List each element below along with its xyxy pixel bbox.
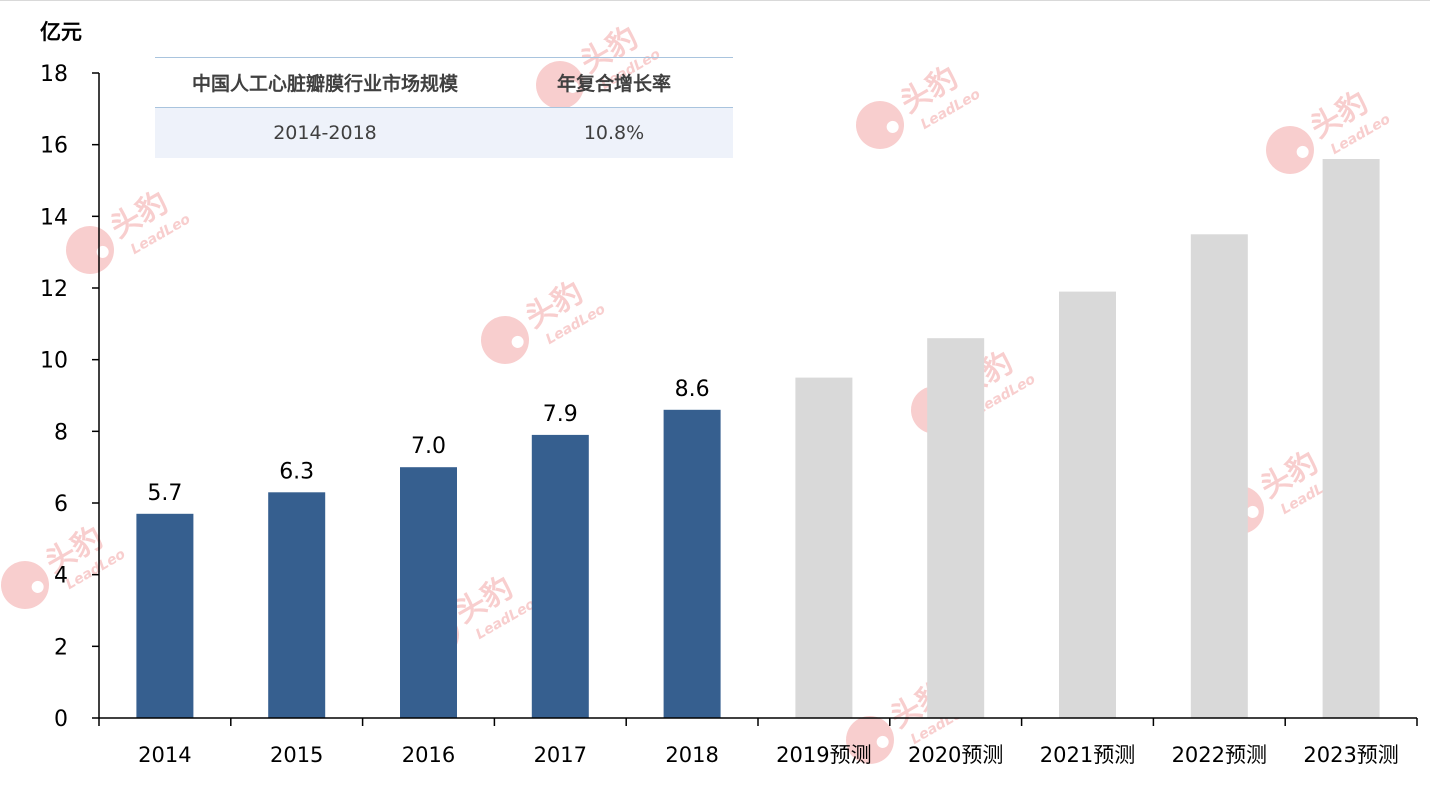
table-cell-period: 2014-2018 bbox=[273, 121, 377, 144]
x-tick-label-2020预测: 2020预测 bbox=[908, 743, 1003, 767]
y-tick-label-2: 2 bbox=[54, 635, 68, 660]
x-tick-label-2017: 2017 bbox=[534, 743, 587, 767]
x-tick-label-2016: 2016 bbox=[402, 743, 455, 767]
axis-layer: 0 2 4 6 8 10 12 14 16 18 bbox=[40, 62, 1418, 732]
table-header-cagr: 年复合增长率 bbox=[556, 73, 671, 95]
bar-2021预测 bbox=[1059, 291, 1116, 718]
x-tick-label-2019预测: 2019预测 bbox=[776, 743, 871, 767]
data-label-2015: 6.3 bbox=[279, 459, 314, 484]
cagr-summary-table: 中国人工心脏瓣膜行业市场规模 年复合增长率 2014-2018 10.8% bbox=[155, 57, 733, 158]
watermark-logo-icon bbox=[481, 316, 529, 364]
x-tick-label-2018: 2018 bbox=[665, 743, 718, 767]
watermark-logo-icon bbox=[886, 120, 899, 133]
bar-2022预测 bbox=[1190, 234, 1248, 719]
data-label-2014: 5.7 bbox=[147, 481, 182, 506]
y-tick-label-12: 12 bbox=[40, 277, 68, 302]
table-header-market-size: 中国人工心脏瓣膜行业市场规模 bbox=[191, 73, 458, 95]
watermark-logo-icon bbox=[876, 735, 889, 748]
watermark-logo-icon bbox=[31, 580, 44, 593]
bar-2020预测 bbox=[927, 338, 985, 718]
y-tick-label-4: 4 bbox=[54, 564, 68, 589]
watermark-logo-icon bbox=[1296, 145, 1309, 158]
data-label-2016: 7.0 bbox=[411, 434, 446, 459]
table-cell-cagr-value: 10.8% bbox=[583, 121, 645, 144]
bar-2018 bbox=[663, 409, 721, 718]
x-tick-label-2014: 2014 bbox=[138, 743, 191, 767]
y-tick-label-10: 10 bbox=[40, 349, 68, 374]
y-tick-label-8: 8 bbox=[54, 420, 68, 445]
y-axis-unit-label: 亿元 bbox=[40, 20, 82, 44]
watermark-logo-icon bbox=[566, 80, 579, 93]
bar-2014 bbox=[136, 513, 194, 719]
y-tick-label-16: 16 bbox=[40, 134, 68, 159]
x-tick-label-2022预测: 2022预测 bbox=[1172, 743, 1267, 767]
watermark-logo-icon bbox=[846, 716, 894, 764]
watermark-logo-icon bbox=[66, 226, 114, 274]
bar-2023预测 bbox=[1322, 159, 1380, 718]
labels-layer: 5.7 2014 6.3 2015 7.0 2016 7.9 2017 8.6 2018 2019预… bbox=[138, 377, 1399, 767]
bar-2017 bbox=[531, 434, 589, 718]
table-header-row: 中国人工心脏瓣膜行业市场规模 年复合增长率 bbox=[155, 57, 733, 108]
data-label-2017: 7.9 bbox=[543, 402, 578, 427]
x-tick-label-2015: 2015 bbox=[270, 743, 323, 767]
y-tick-label-0: 0 bbox=[54, 707, 68, 732]
x-tick-label-2023预测: 2023预测 bbox=[1303, 743, 1398, 767]
bar-2015 bbox=[268, 492, 326, 719]
watermark-logo-icon bbox=[536, 61, 584, 109]
y-tick-label-14: 14 bbox=[40, 205, 68, 230]
x-tick-label-2021预测: 2021预测 bbox=[1040, 743, 1135, 767]
y-tick-label-18: 18 bbox=[40, 62, 68, 87]
top-border-line bbox=[0, 0, 1430, 1]
watermark-logo-icon bbox=[1, 561, 49, 609]
data-label-2018: 8.6 bbox=[675, 377, 710, 402]
y-tick-label-6: 6 bbox=[54, 492, 68, 517]
bar-2019预测 bbox=[795, 377, 853, 718]
watermark-logo-icon bbox=[1266, 126, 1314, 174]
watermark-logo-icon bbox=[856, 101, 904, 149]
watermark-logo-icon bbox=[511, 335, 524, 348]
table-row: 2014-2018 10.8% bbox=[155, 107, 733, 158]
bar-2016 bbox=[400, 467, 457, 718]
watermark-logo-icon bbox=[1246, 505, 1259, 518]
bars-layer bbox=[136, 159, 1380, 719]
